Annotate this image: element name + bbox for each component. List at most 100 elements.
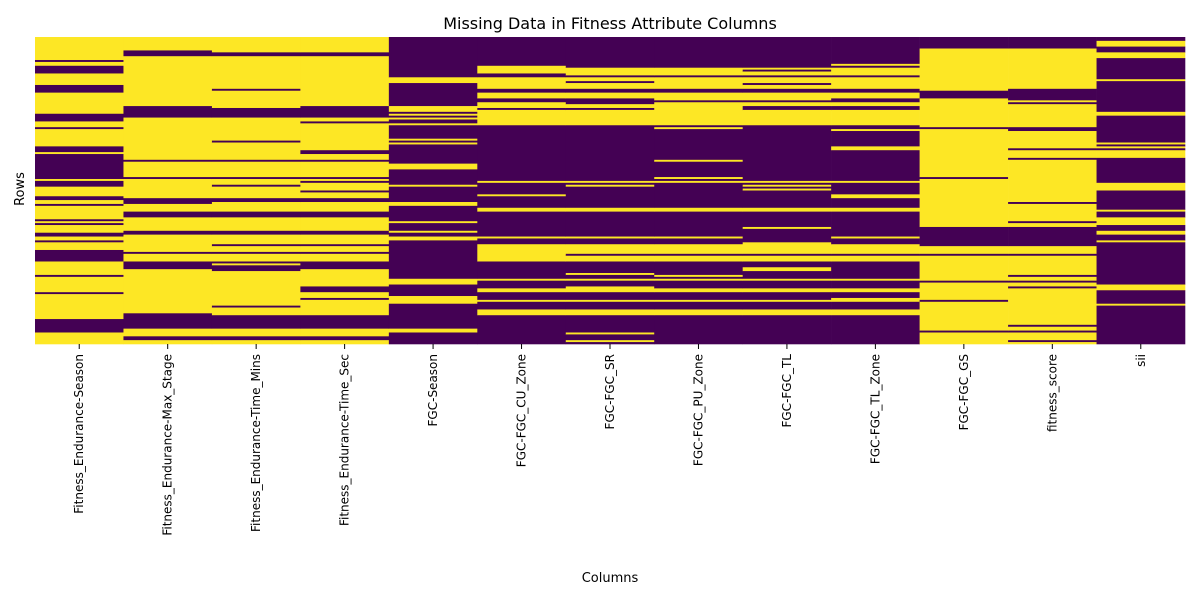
heatmap-cell bbox=[35, 200, 124, 205]
heatmap-cell bbox=[388, 328, 478, 333]
heatmap-cell bbox=[35, 65, 124, 74]
heatmap-cell bbox=[477, 125, 567, 182]
heatmap-cell bbox=[477, 77, 567, 90]
heatmap-cell bbox=[565, 309, 655, 316]
heatmap-cell bbox=[742, 106, 832, 111]
heatmap-cell bbox=[742, 253, 832, 257]
heatmap-cell bbox=[831, 125, 920, 130]
heatmap-cell bbox=[742, 180, 832, 184]
heatmap-cell bbox=[123, 117, 213, 161]
heatmap-cell bbox=[35, 223, 124, 226]
heatmap-cell bbox=[1096, 148, 1186, 151]
heatmap-cell bbox=[1008, 342, 1097, 345]
heatmap-cell bbox=[831, 182, 920, 195]
heatmap-cell bbox=[300, 340, 390, 345]
heatmap-cell bbox=[742, 182, 832, 186]
heatmap-cell bbox=[477, 37, 567, 67]
heatmap-cell bbox=[477, 107, 567, 111]
heatmap-cell bbox=[388, 230, 478, 234]
heatmap-cell bbox=[300, 230, 390, 235]
heatmap-cell bbox=[565, 37, 655, 68]
heatmap-cell bbox=[742, 207, 832, 212]
heatmap-cell bbox=[654, 292, 743, 301]
heatmap-cell bbox=[565, 255, 655, 262]
heatmap-cell bbox=[388, 278, 478, 285]
heatmap-cell bbox=[211, 336, 301, 341]
heatmap-cell bbox=[388, 106, 478, 113]
x-tick-label: sii bbox=[1134, 354, 1148, 367]
heatmap-cell bbox=[831, 292, 920, 299]
heatmap-cell bbox=[654, 236, 743, 239]
heatmap-cell bbox=[477, 180, 567, 184]
heatmap-cell bbox=[831, 236, 920, 239]
heatmap-cell bbox=[123, 269, 213, 314]
heatmap-cell bbox=[654, 244, 743, 255]
heatmap-cell bbox=[211, 265, 301, 272]
heatmap-cell bbox=[565, 125, 655, 182]
heatmap-cells bbox=[35, 37, 1186, 345]
heatmap-cell bbox=[477, 315, 567, 345]
heatmap-cell bbox=[1096, 209, 1186, 212]
heatmap-cell bbox=[300, 154, 390, 161]
heatmap-cell bbox=[919, 301, 1009, 331]
heatmap-cell bbox=[742, 288, 832, 293]
heatmap-cell bbox=[477, 280, 567, 289]
heatmap-cell bbox=[742, 186, 832, 189]
heatmap-cell bbox=[388, 140, 478, 143]
heatmap-cell bbox=[211, 117, 301, 141]
heatmap-cell bbox=[1008, 148, 1097, 151]
heatmap-cell bbox=[300, 182, 390, 191]
heatmap-cell bbox=[919, 127, 1009, 130]
heatmap-cell bbox=[211, 178, 301, 186]
heatmap-cell bbox=[565, 334, 655, 341]
heatmap-cell bbox=[211, 246, 301, 253]
heatmap-cell bbox=[1096, 284, 1186, 291]
heatmap-cell bbox=[565, 109, 655, 126]
heatmap-cell bbox=[477, 102, 567, 109]
heatmap-cell bbox=[831, 65, 920, 68]
chart-title: Missing Data in Fitness Attribute Column… bbox=[443, 14, 777, 33]
heatmap-cell bbox=[654, 88, 743, 93]
heatmap-cell bbox=[565, 274, 655, 280]
heatmap-cell bbox=[742, 37, 832, 68]
heatmap-cell bbox=[565, 184, 655, 187]
heatmap-cell bbox=[565, 278, 655, 281]
heatmap-cell bbox=[565, 332, 655, 335]
x-tick-label: Fitness_Endurance-Season bbox=[72, 354, 86, 514]
heatmap-cell bbox=[123, 56, 213, 107]
x-tick-label: Fitness_Endurance-Time_Mins bbox=[249, 354, 263, 532]
heatmap-cell bbox=[831, 102, 920, 107]
heatmap-cell bbox=[1008, 226, 1097, 247]
heatmap-cell bbox=[742, 184, 832, 187]
heatmap-cell bbox=[1096, 58, 1186, 80]
x-tick-label: FGC-FGC_TL_Zone bbox=[868, 354, 882, 464]
heatmap-cell bbox=[35, 232, 124, 237]
heatmap-cell bbox=[1096, 217, 1186, 226]
heatmap-cell bbox=[388, 303, 478, 329]
heatmap-cell bbox=[388, 37, 478, 78]
heatmap-cell bbox=[1008, 203, 1097, 222]
heatmap-cell bbox=[742, 88, 832, 93]
heatmap-cell bbox=[742, 278, 832, 281]
heatmap-cell bbox=[477, 211, 567, 237]
heatmap-cell bbox=[388, 221, 478, 224]
heatmap-cell bbox=[1008, 37, 1097, 49]
heatmap-cell bbox=[1096, 111, 1186, 116]
heatmap-cell bbox=[388, 169, 478, 186]
heatmap-cell bbox=[388, 77, 478, 84]
heatmap-cell bbox=[211, 186, 301, 199]
heatmap-cell bbox=[565, 88, 655, 93]
heatmap-cell bbox=[35, 152, 124, 155]
heatmap-cell bbox=[654, 125, 743, 128]
heatmap-cell bbox=[1008, 324, 1097, 328]
heatmap-cell bbox=[565, 299, 655, 303]
heatmap-cell bbox=[742, 83, 832, 86]
heatmap-cell bbox=[742, 309, 832, 316]
heatmap-cell bbox=[654, 127, 743, 130]
heatmap-cell bbox=[742, 92, 832, 101]
heatmap-cell bbox=[831, 297, 920, 303]
heatmap-cell bbox=[654, 178, 743, 182]
heatmap-cell bbox=[477, 299, 567, 303]
heatmap-cell bbox=[35, 242, 124, 251]
x-tick-label: FGC-FGC_CU_Zone bbox=[515, 354, 529, 467]
